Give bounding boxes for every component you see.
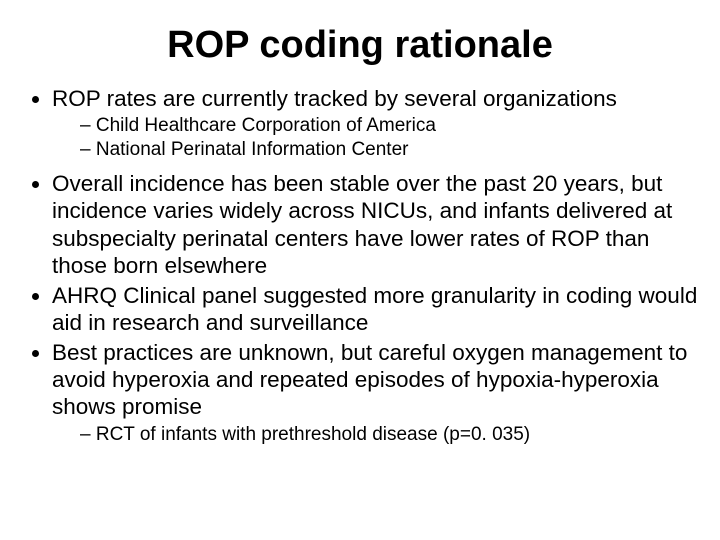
list-item-text: ROP rates are currently tracked by sever… xyxy=(52,86,617,111)
sub-list-item: National Perinatal Information Center xyxy=(80,138,698,162)
bullet-list: ROP rates are currently tracked by sever… xyxy=(22,85,698,447)
list-item: Best practices are unknown, but careful … xyxy=(52,339,698,447)
list-item: AHRQ Clinical panel suggested more granu… xyxy=(52,282,698,337)
sub-list: Child Healthcare Corporation of America … xyxy=(52,114,698,162)
sub-list: RCT of infants with prethreshold disease… xyxy=(52,423,698,447)
sub-list-item: Child Healthcare Corporation of America xyxy=(80,114,698,138)
list-item: Overall incidence has been stable over t… xyxy=(52,170,698,280)
sub-list-item: RCT of infants with prethreshold disease… xyxy=(80,423,698,447)
slide: ROP coding rationale ROP rates are curre… xyxy=(0,0,720,540)
list-item-text: AHRQ Clinical panel suggested more granu… xyxy=(52,283,697,335)
list-item-text: Overall incidence has been stable over t… xyxy=(52,171,672,278)
slide-title: ROP coding rationale xyxy=(22,24,698,67)
list-item-text: Best practices are unknown, but careful … xyxy=(52,340,687,420)
list-item: ROP rates are currently tracked by sever… xyxy=(52,85,698,162)
